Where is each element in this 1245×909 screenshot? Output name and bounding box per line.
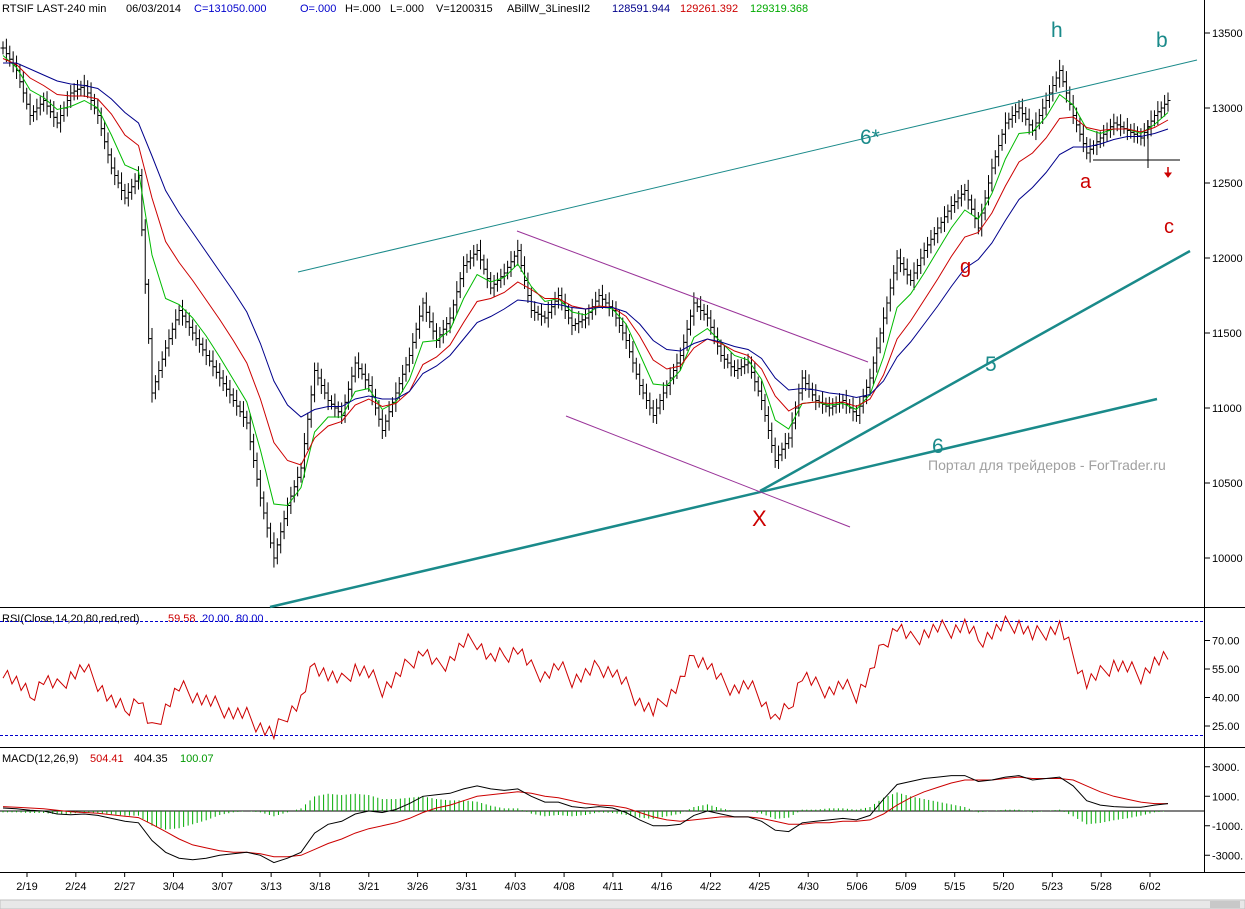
price-axis-tick-label: 12000 — [1212, 253, 1243, 265]
macd-axis-tick-label: 3000. — [1212, 762, 1240, 774]
rsi-panel: 70.00 55.00 40.00 25.00 — [0, 614, 1240, 741]
wave-label-g: g — [960, 256, 971, 278]
macd-axis-tick-label: 1000. — [1212, 791, 1240, 803]
macd-title: MACD(12,26,9) 504.41 404.35 100.07 — [2, 753, 214, 765]
time-axis-tick-label: 3/26 — [407, 881, 428, 893]
trendline-5 — [759, 249, 1191, 493]
time-axis-tick-label: 3/07 — [212, 881, 233, 893]
price-axis-tick-label: 11500 — [1212, 328, 1242, 340]
macd-value: 504.41 — [90, 753, 124, 765]
header-close: C=131050.000 — [194, 3, 266, 15]
wave-label-6-star: 6* — [860, 126, 880, 149]
rsi-title-label: RSI(Close,14,20,80,red,red) — [2, 613, 140, 625]
time-axis-tick-label: 3/31 — [456, 881, 477, 893]
macd-line — [2, 775, 1169, 864]
price-axis-tick-label: 10500 — [1212, 478, 1243, 490]
header-indicator-value-3: 129319.368 — [750, 3, 808, 15]
time-axis-tick-label: 4/03 — [505, 881, 526, 893]
panel-frames — [0, 0, 1245, 873]
rsi-axis-tick-label: 70.00 — [1212, 636, 1240, 648]
rsi-axis-tick-label: 40.00 — [1212, 693, 1240, 705]
macd-signal-line — [2, 776, 1168, 858]
header-low: L=.000 — [390, 3, 424, 15]
macd-signal-value: 404.35 — [134, 753, 168, 765]
header-open: O=.000 — [300, 3, 336, 15]
watermark-text: Портал для трейдеров - ForTrader.ru — [928, 457, 1166, 473]
channel-upper-line — [516, 230, 869, 363]
time-axis-tick-label: 5/28 — [1090, 881, 1111, 893]
moving-average-red — [2, 58, 1169, 466]
time-axis-tick-label: 3/18 — [309, 881, 330, 893]
wave-label-h: h — [1051, 19, 1063, 42]
down-arrow-icon — [1164, 167, 1172, 178]
price-axis-tick-label: 13000 — [1212, 103, 1243, 115]
channel-lower-line — [565, 415, 851, 528]
header-indicator-value-1: 128591.944 — [612, 3, 670, 15]
trendline-6 — [269, 397, 1158, 609]
wave-label-c: c — [1164, 216, 1174, 238]
time-axis-tick-label: 4/25 — [749, 881, 770, 893]
time-axis-tick-label: 2/27 — [114, 881, 135, 893]
macd-panel: 3000. 1000. -1000. -3000. — [0, 762, 1243, 864]
time-axis-tick-label: 3/13 — [260, 881, 281, 893]
header-date: 06/03/2014 — [126, 3, 181, 15]
wave-labels: h b a c g X 5 6 6* — [752, 19, 1174, 531]
time-axis: 2/19 2/24 2/27 3/04 3/07 3/13 3/18 3/21 3/26 3/31… — [0, 872, 1245, 909]
time-axis-tick-label: 4/22 — [700, 881, 721, 893]
time-axis-tick-label: 6/02 — [1139, 881, 1160, 893]
time-axis-tick-label: 5/15 — [944, 881, 965, 893]
wave-label-6: 6 — [932, 435, 944, 458]
header-indicator-name: ABillW_3LinesII2 — [507, 3, 590, 15]
time-axis-tick-label: 4/16 — [651, 881, 672, 893]
price-axis: 13500 13000 12500 12000 11500 11000 10500 10000 — [1204, 28, 1243, 565]
header-high: H=.000 — [345, 3, 381, 15]
time-axis-tick-label: 2/24 — [65, 881, 86, 893]
price-axis-tick-label: 12500 — [1212, 178, 1243, 190]
header-indicator-value-2: 129261.392 — [680, 3, 738, 15]
time-axis-tick-label: 3/04 — [163, 881, 184, 893]
macd-axis-tick-label: -1000. — [1212, 821, 1243, 833]
wave-label-5: 5 — [985, 353, 997, 376]
chart-header: RTSIF LAST-240 min 06/03/2014 C=131050.0… — [2, 3, 808, 15]
moving-average-blue — [3, 62, 1169, 418]
wave-label-a: a — [1080, 171, 1092, 193]
rsi-upper-level: 80.00 — [236, 613, 264, 625]
time-axis-tick-label: 5/09 — [895, 881, 916, 893]
rsi-title: RSI(Close,14,20,80,red,red) 59.58 20.00 … — [2, 613, 264, 625]
wave-label-b: b — [1156, 29, 1168, 52]
rsi-lower-level: 20.00 — [202, 613, 230, 625]
time-axis-tick-label: 4/08 — [553, 881, 574, 893]
time-axis-tick-label: 5/20 — [993, 881, 1014, 893]
macd-axis-tick-label: -3000. — [1212, 850, 1243, 862]
scrollbar-thumb — [1210, 901, 1240, 908]
time-axis-tick-label: 4/30 — [798, 881, 819, 893]
time-axis-tick-label: 4/11 — [603, 881, 624, 893]
price-axis-tick-label: 10000 — [1212, 553, 1243, 565]
trendline-6-star — [297, 59, 1198, 273]
time-axis-tick-label: 5/06 — [846, 881, 867, 893]
price-panel — [0, 38, 1171, 568]
horizontal-scrollbar — [0, 899, 1245, 909]
header-symbol: RTSIF LAST-240 min — [2, 3, 106, 15]
rsi-line — [2, 614, 1169, 741]
rsi-axis-tick-label: 55.00 — [1212, 664, 1240, 676]
rsi-axis-tick-label: 25.00 — [1212, 721, 1240, 733]
time-axis-tick-label: 2/19 — [16, 881, 37, 893]
macd-title-label: MACD(12,26,9) — [2, 753, 78, 765]
price-axis-tick-label: 11000 — [1212, 403, 1242, 415]
trendlines — [269, 59, 1198, 609]
wave-label-x: X — [752, 506, 767, 531]
price-axis-tick-label: 13500 — [1212, 28, 1243, 40]
header-volume: V=1200315 — [436, 3, 493, 15]
time-axis-tick-label: 5/23 — [1042, 881, 1063, 893]
time-axis-tick-label: 3/21 — [358, 881, 379, 893]
rsi-current-value: 59.58 — [168, 613, 196, 625]
macd-histogram-value: 100.07 — [180, 753, 214, 765]
moving-average-green — [2, 55, 1169, 507]
